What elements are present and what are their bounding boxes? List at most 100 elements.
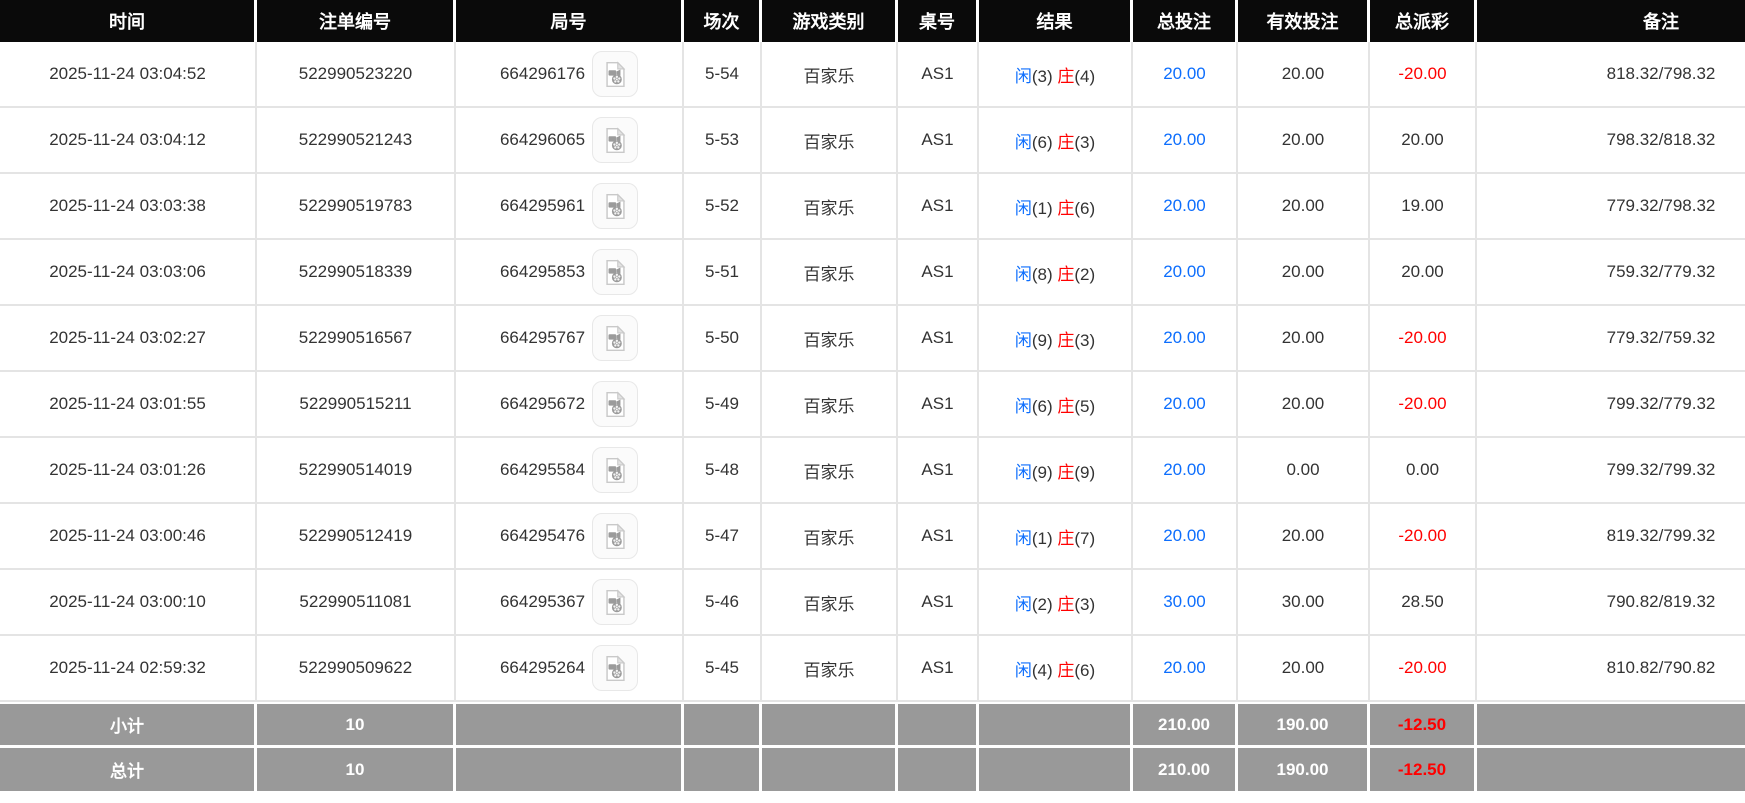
cell-bet-id: 522990521243 bbox=[257, 108, 456, 174]
video-replay-button[interactable] bbox=[592, 249, 639, 295]
col-header-time: 时间 bbox=[0, 0, 257, 42]
round-number: 664295367 bbox=[499, 592, 586, 611]
cell-game-type: 百家乐 bbox=[762, 174, 898, 240]
cell-remark: 779.32/798.32 bbox=[1477, 174, 1745, 240]
cell-remark: 779.32/759.32 bbox=[1477, 306, 1745, 372]
result-player-score: (1) bbox=[1031, 198, 1053, 218]
cell-game-type: 百家乐 bbox=[762, 306, 898, 372]
cell-time: 2025-11-24 03:04:52 bbox=[0, 42, 257, 108]
cell-round-id: 664296065 bbox=[456, 108, 684, 174]
result-banker-label: 庄 bbox=[1057, 198, 1075, 218]
cell-payout: -20.00 bbox=[1370, 636, 1477, 702]
cell-payout: -20.00 bbox=[1370, 372, 1477, 438]
cell-time: 2025-11-24 03:04:12 bbox=[0, 108, 257, 174]
cell-bet-id: 522990509622 bbox=[257, 636, 456, 702]
cell-round-id: 664295672 bbox=[456, 372, 684, 438]
cell-valid-bet: 20.00 bbox=[1238, 108, 1370, 174]
cell-game-type: 百家乐 bbox=[762, 372, 898, 438]
grand-total-payout: -12.50 bbox=[1370, 748, 1477, 794]
cell-total-bet: 20.00 bbox=[1133, 636, 1238, 702]
video-replay-button[interactable] bbox=[592, 51, 639, 97]
table-row: 2025-11-24 03:01:55 522990515211 6642956… bbox=[0, 372, 1745, 438]
result-player-score: (8) bbox=[1031, 264, 1053, 284]
cell-time: 2025-11-24 03:03:06 bbox=[0, 240, 257, 306]
video-file-icon bbox=[605, 390, 625, 417]
cell-game-type: 百家乐 bbox=[762, 636, 898, 702]
result-player-score: (9) bbox=[1031, 330, 1053, 350]
cell-bet-id: 522990512419 bbox=[257, 504, 456, 570]
result-banker-score: (6) bbox=[1074, 660, 1096, 680]
cell-time: 2025-11-24 03:00:46 bbox=[0, 504, 257, 570]
result-banker-label: 庄 bbox=[1057, 594, 1075, 614]
cell-result: 闲(3) 庄(4) bbox=[979, 42, 1133, 108]
subtotal-payout: -12.50 bbox=[1370, 702, 1477, 748]
video-file-icon bbox=[605, 588, 625, 615]
cell-table-id: AS1 bbox=[898, 174, 979, 240]
cell-table-id: AS1 bbox=[898, 108, 979, 174]
video-replay-button[interactable] bbox=[592, 381, 639, 427]
subtotal-label: 小计 bbox=[0, 702, 257, 748]
result-player-score: (6) bbox=[1031, 132, 1053, 152]
table-header: 时间 注单编号 局号 场次 游戏类别 桌号 结果 总投注 有效投注 总派彩 备注 bbox=[0, 0, 1745, 42]
cell-result: 闲(9) 庄(3) bbox=[979, 306, 1133, 372]
cell-session: 5-52 bbox=[684, 174, 762, 240]
subtotal-total-bet: 210.00 bbox=[1133, 702, 1238, 748]
cell-remark: 790.82/819.32 bbox=[1477, 570, 1745, 636]
result-player-score: (4) bbox=[1031, 660, 1053, 680]
round-number: 664295853 bbox=[499, 262, 586, 281]
video-replay-button[interactable] bbox=[592, 513, 639, 559]
result-banker-label: 庄 bbox=[1057, 528, 1075, 548]
table-row: 2025-11-24 03:02:27 522990516567 6642957… bbox=[0, 306, 1745, 372]
cell-bet-id: 522990516567 bbox=[257, 306, 456, 372]
cell-game-type: 百家乐 bbox=[762, 504, 898, 570]
video-replay-button[interactable] bbox=[592, 579, 639, 625]
video-replay-button[interactable] bbox=[592, 447, 639, 493]
result-banker-score: (3) bbox=[1074, 594, 1096, 614]
cell-payout: 20.00 bbox=[1370, 240, 1477, 306]
result-banker-label: 庄 bbox=[1057, 66, 1075, 86]
grand-total-row: 总计 10 210.00 190.00 -12.50 bbox=[0, 748, 1745, 794]
cell-game-type: 百家乐 bbox=[762, 108, 898, 174]
result-player-score: (6) bbox=[1031, 396, 1053, 416]
cell-time: 2025-11-24 03:00:10 bbox=[0, 570, 257, 636]
cell-session: 5-50 bbox=[684, 306, 762, 372]
video-replay-button[interactable] bbox=[592, 183, 639, 229]
cell-payout: 0.00 bbox=[1370, 438, 1477, 504]
cell-valid-bet: 20.00 bbox=[1238, 636, 1370, 702]
video-file-icon bbox=[605, 60, 625, 87]
result-banker-score: (6) bbox=[1074, 198, 1096, 218]
cell-payout: -20.00 bbox=[1370, 42, 1477, 108]
result-player-label: 闲 bbox=[1014, 528, 1032, 548]
result-player-label: 闲 bbox=[1014, 66, 1032, 86]
table-row: 2025-11-24 03:03:38 522990519783 6642959… bbox=[0, 174, 1745, 240]
cell-table-id: AS1 bbox=[898, 570, 979, 636]
col-header-table-id: 桌号 bbox=[898, 0, 979, 42]
cell-round-id: 664295367 bbox=[456, 570, 684, 636]
result-player-score: (9) bbox=[1031, 462, 1053, 482]
round-number: 664295264 bbox=[499, 658, 586, 677]
cell-table-id: AS1 bbox=[898, 504, 979, 570]
cell-remark: 810.82/790.82 bbox=[1477, 636, 1745, 702]
video-replay-button[interactable] bbox=[592, 645, 639, 691]
video-replay-button[interactable] bbox=[592, 315, 639, 361]
video-file-icon bbox=[605, 522, 625, 549]
col-header-valid-bet: 有效投注 bbox=[1238, 0, 1370, 42]
result-player-label: 闲 bbox=[1014, 594, 1032, 614]
round-number: 664295961 bbox=[499, 196, 586, 215]
cell-session: 5-47 bbox=[684, 504, 762, 570]
round-number: 664295672 bbox=[499, 394, 586, 413]
cell-valid-bet: 20.00 bbox=[1238, 372, 1370, 438]
cell-session: 5-49 bbox=[684, 372, 762, 438]
col-header-result: 结果 bbox=[979, 0, 1133, 42]
cell-game-type: 百家乐 bbox=[762, 438, 898, 504]
cell-valid-bet: 20.00 bbox=[1238, 306, 1370, 372]
cell-bet-id: 522990523220 bbox=[257, 42, 456, 108]
cell-time: 2025-11-24 03:03:38 bbox=[0, 174, 257, 240]
video-replay-button[interactable] bbox=[592, 117, 639, 163]
video-file-icon bbox=[605, 258, 625, 285]
cell-result: 闲(8) 庄(2) bbox=[979, 240, 1133, 306]
cell-game-type: 百家乐 bbox=[762, 240, 898, 306]
cell-table-id: AS1 bbox=[898, 42, 979, 108]
